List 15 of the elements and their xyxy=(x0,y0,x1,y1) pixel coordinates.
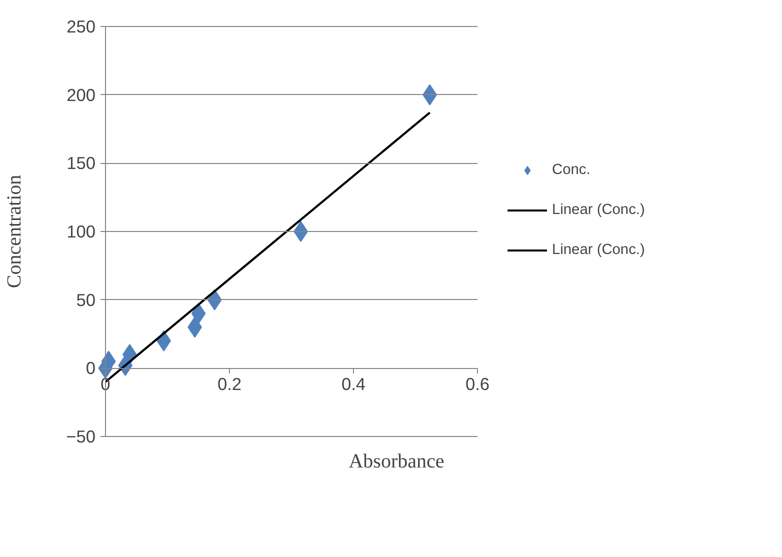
y-axis-title: Concentration xyxy=(4,174,26,288)
y-tick-label: 250 xyxy=(66,16,96,36)
y-tick-label: 0 xyxy=(86,358,96,378)
legend-label: Linear (Conc.) xyxy=(552,202,645,218)
legend-label: Conc. xyxy=(552,162,590,178)
y-tick-label: 150 xyxy=(66,153,96,174)
legend-label: Linear (Conc.) xyxy=(552,242,645,258)
y-tick-label: 100 xyxy=(66,222,96,242)
x-tick-label: 0.4 xyxy=(341,374,366,394)
y-tick-label: 50 xyxy=(76,290,96,310)
x-tick-label: 0.6 xyxy=(465,374,490,394)
y-tick-label: 200 xyxy=(66,84,96,105)
x-tick-label: 0.2 xyxy=(217,374,242,394)
x-axis-title: Absorbance xyxy=(348,450,444,472)
y-tick-label: −50 xyxy=(66,426,96,446)
